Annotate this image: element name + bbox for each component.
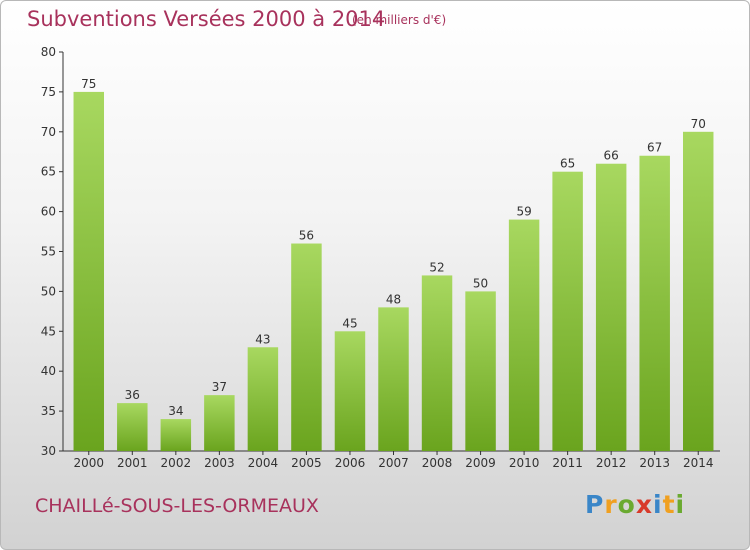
bar-value-label: 56 <box>299 229 314 243</box>
logo-letter: i <box>675 490 686 519</box>
logo-letter: t <box>662 490 676 519</box>
bar <box>639 155 670 452</box>
bar-value-label: 50 <box>473 276 488 290</box>
x-tick-label: 2011 <box>552 456 583 470</box>
x-tick-label: 2014 <box>683 456 714 470</box>
bar <box>160 419 192 451</box>
logo-letter: i <box>653 490 663 519</box>
logo-letter: o <box>617 490 636 519</box>
bar-value-label: 52 <box>429 260 444 274</box>
y-tick-label: 70 <box>41 125 56 139</box>
bar <box>73 91 105 452</box>
x-tick-label: 2007 <box>378 456 409 470</box>
bar-value-label: 48 <box>386 292 401 306</box>
bar <box>682 131 714 452</box>
y-tick-label: 80 <box>41 45 56 59</box>
bar <box>421 275 453 451</box>
commune-name: CHAILLé-SOUS-LES-ORMEAUX <box>35 495 319 517</box>
chart-subtitle: (en milliers d'€) <box>352 13 447 27</box>
x-tick-label: 2004 <box>248 456 279 470</box>
bar-value-label: 59 <box>516 205 531 219</box>
x-tick-label: 2002 <box>161 456 192 470</box>
y-tick-label: 30 <box>41 444 56 458</box>
y-tick-label: 60 <box>41 205 56 219</box>
bar <box>508 219 540 451</box>
x-tick-label: 2000 <box>73 456 104 470</box>
bar-value-label: 70 <box>691 117 706 131</box>
bar <box>378 307 409 451</box>
y-tick-label: 45 <box>41 324 56 338</box>
bar-value-label: 43 <box>255 332 270 346</box>
bar <box>465 291 496 451</box>
logo-letter: x <box>635 490 653 519</box>
proxiti-logo: Proxiti <box>585 490 685 519</box>
bar <box>334 331 366 451</box>
x-tick-label: 2009 <box>465 456 496 470</box>
bar-value-label: 45 <box>342 316 357 330</box>
bar-value-label: 75 <box>81 77 96 91</box>
x-tick-label: 2005 <box>291 456 322 470</box>
x-tick-label: 2012 <box>596 456 627 470</box>
x-tick-label: 2006 <box>335 456 366 470</box>
x-tick-label: 2003 <box>204 456 235 470</box>
y-tick-label: 75 <box>41 85 56 99</box>
bar <box>117 403 148 451</box>
bar-value-label: 34 <box>168 404 183 418</box>
x-tick-label: 2008 <box>422 456 453 470</box>
bar-value-label: 67 <box>647 141 662 155</box>
chart-title: Subventions Versées 2000 à 2014 <box>27 7 386 31</box>
bar-value-label: 66 <box>604 149 619 163</box>
bar-value-label: 37 <box>212 380 227 394</box>
logo-letter: r <box>604 490 618 519</box>
x-tick-label: 2001 <box>117 456 148 470</box>
y-tick-label: 35 <box>41 404 56 418</box>
y-tick-label: 50 <box>41 284 56 298</box>
bar <box>247 347 279 451</box>
y-tick-label: 55 <box>41 245 56 259</box>
bar <box>291 243 322 451</box>
bar-value-label: 36 <box>125 388 140 402</box>
logo-letter: P <box>585 490 605 519</box>
bar <box>552 171 583 451</box>
bar <box>595 163 627 451</box>
x-tick-label: 2013 <box>639 456 670 470</box>
bar-value-label: 65 <box>560 157 575 171</box>
bar <box>204 395 235 451</box>
y-tick-label: 40 <box>41 364 56 378</box>
x-tick-label: 2010 <box>509 456 540 470</box>
y-tick-label: 65 <box>41 165 56 179</box>
